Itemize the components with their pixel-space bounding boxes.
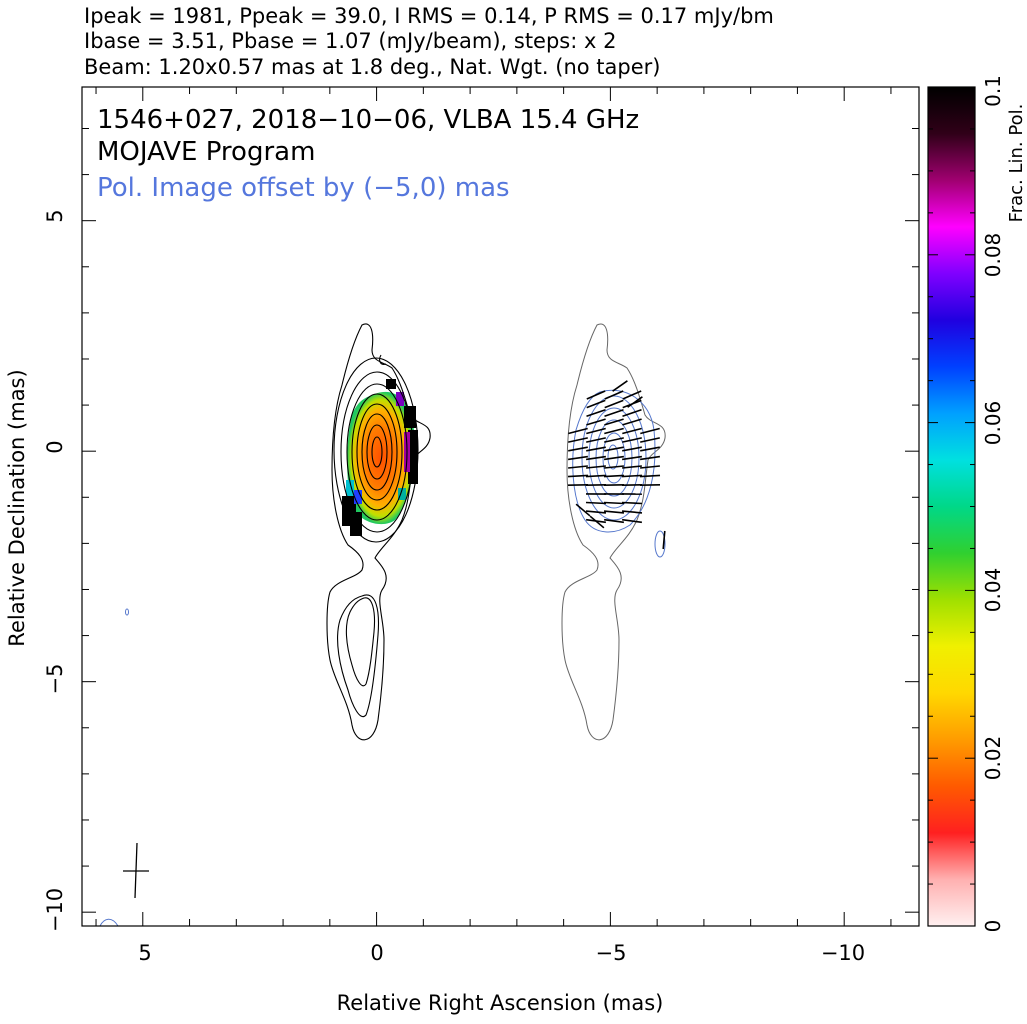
evpa-tick [622,475,642,476]
header-line-2: Ibase = 3.51, Pbase = 1.07 (mJy/beam), s… [84,29,616,53]
evpa-tick [605,410,624,417]
plot-area [100,324,665,926]
x-tick-label: 0 [370,941,383,965]
y-tick-label: 5 [43,209,67,222]
evpa-tick [622,511,642,513]
program-annotation: MOJAVE Program [97,137,315,167]
evpa-tick [568,447,588,451]
evpa-tick [568,438,588,442]
axis-ticks [82,87,919,926]
x-tick-labels: 5 0 −5 −10 [138,941,865,965]
y-axis-label: Relative Declination (mas) [5,369,29,646]
pol-map-pixels [396,392,404,406]
evpa-tick [605,391,623,399]
total-intensity-contours [327,324,430,740]
evpa-tick [586,475,606,476]
evpa-tick [622,429,641,434]
source-annotation: 1546+027, 2018−10−06, VLBA 15.4 GHz [97,105,639,135]
evpa-tick [640,438,660,442]
evpa-tick [640,475,660,476]
evpa-tick [568,466,588,468]
colorbar-gradient [928,87,975,926]
evpa-tick [622,438,642,442]
evpa-tick [586,438,606,442]
pol-map-pixels [350,512,362,536]
y-tick-label: 0 [43,440,67,453]
y-tick-label: −10 [43,888,67,932]
restoring-beam [123,843,149,898]
plot-frame [82,87,919,926]
colorbar-tick-labels: 0 0.02 0.04 0.06 0.08 0.1 [981,75,1005,932]
evpa-tick [586,503,606,504]
header-line-1: Ipeak = 1981, Ppeak = 39.0, I RMS = 0.14… [84,4,774,28]
evpa-tick [568,457,588,460]
x-axis-label: Relative Right Ascension (mas) [337,991,664,1015]
evpa-tick [628,397,643,407]
colorbar-tick-label: 0.08 [981,233,1005,278]
colorbar-tick-label: 0.06 [981,401,1005,446]
evpa-tick [605,400,624,407]
evpa-tick [576,504,590,516]
colorbar-tick-label: 0 [981,920,1005,933]
evpa-tick [604,503,624,504]
pol-contour [573,390,655,532]
colorbar-tick-label: 0.1 [981,75,1005,107]
evpa-tick [622,503,642,504]
evpa-tick [587,391,605,399]
x-tick-label: −5 [596,941,627,965]
colorbar: 0 0.02 0.04 0.06 0.08 0.1 Frac. Lin. Pol… [928,75,1027,932]
evpa-tick [622,520,642,523]
colorbar-label: Frac. Lin. Pol. [1006,104,1027,223]
y-tick-label: −5 [43,664,67,695]
evpa-tick [604,466,624,468]
intensity-contour-lobe-inner [346,598,374,686]
colorbar-tick-label: 0.04 [981,568,1005,613]
y-tick-labels: 5 0 −5 −10 [43,209,67,932]
pol-contour-small [126,609,129,615]
header-line-3: Beam: 1.20x0.57 mas at 1.8 deg., Nat. Wg… [84,55,660,79]
evpa-tick [604,511,624,513]
evpa-tick [613,381,628,391]
pol-contour-corner [100,919,118,926]
x-tick-label: −10 [821,941,865,965]
colorbar-tick-label: 0.02 [981,736,1005,781]
evpa-tick [568,475,588,476]
evpa-tick [586,511,606,513]
evpa-tick [604,447,624,451]
evpa-tick [640,466,660,468]
evpa-tick [586,429,605,434]
evpa-tick [604,457,624,460]
x-tick-label: 5 [138,941,151,965]
offset-annotation: Pol. Image offset by (−5,0) mas [97,173,510,203]
